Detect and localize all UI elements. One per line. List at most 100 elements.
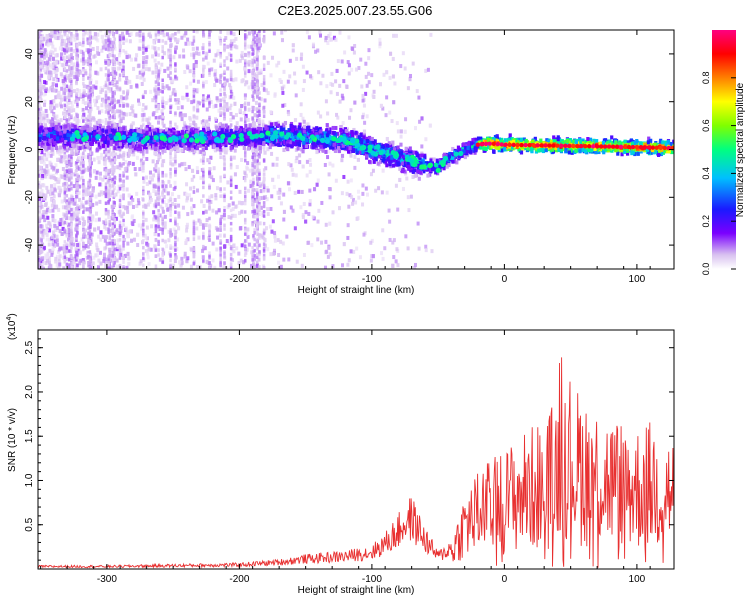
spectrogram-noise-cell [50, 64, 54, 69]
spectrogram-noise-cell [142, 233, 145, 238]
spectrogram-noise-cell [280, 86, 284, 91]
spectrogram-noise-cell [88, 43, 92, 48]
spectrogram-noise-cell [108, 32, 111, 36]
spectrogram-noise-cell [245, 231, 249, 236]
spectrogram-noise-cell [253, 220, 256, 224]
spectrogram-noise-cell [161, 117, 164, 122]
spectrogram-noise-cell [177, 214, 181, 219]
spectrogram-noise-cell [328, 187, 332, 192]
spectrogram-noise-cell [65, 59, 69, 64]
spectrogram-noise-cell [173, 180, 177, 185]
spectrogram-noise-cell [255, 78, 259, 83]
spectrogram-noise-cell [262, 75, 266, 79]
spectrogram-noise-cell [277, 253, 281, 258]
spectrogram-noise-cell [43, 152, 47, 157]
spectrogram-noise-cell [149, 34, 153, 39]
spectrogram-noise-cell [118, 109, 122, 114]
spectrogram-noise-cell [243, 190, 247, 195]
spectrogram-noise-cell [154, 266, 158, 269]
spectrogram-noise-cell [276, 190, 280, 195]
spectrogram-noise-cell [104, 170, 108, 175]
spectrogram-noise-cell [55, 78, 59, 83]
spectrogram-noise-cell [347, 71, 351, 76]
spectrogram-noise-cell [146, 255, 150, 260]
spectrogram-noise-cell [346, 235, 350, 240]
spectrogram-noise-cell [196, 188, 200, 193]
spectrogram-noise-cell [122, 212, 125, 217]
spectrogram-noise-cell [88, 108, 92, 113]
spectrogram-noise-cell [229, 95, 233, 99]
spectrogram-noise-cell [88, 230, 92, 234]
spectrogram-noise-cell [219, 239, 222, 243]
spectrogram-noise-cell [100, 109, 104, 114]
spectrogram-noise-cell [149, 247, 153, 252]
spectrogram-noise-cell [154, 238, 158, 243]
spectrogram-noise-cell [88, 100, 92, 104]
spectrogram-noise-cell [127, 201, 131, 206]
spectrogram-noise-cell [87, 192, 90, 197]
spectrogram-noise-cell [38, 101, 40, 106]
spectrogram-noise-cell [251, 210, 254, 214]
spectrogram-noise-cell [63, 51, 67, 55]
spectrogram-noise-cell [238, 226, 242, 231]
spectrogram-noise-cell [413, 126, 417, 131]
spectrogram-noise-cell [190, 100, 194, 105]
spectrogram-noise-cell [65, 249, 69, 254]
spectrogram-noise-cell [59, 159, 63, 164]
spectrogram-noise-cell [142, 103, 145, 107]
spectrogram-noise-cell [161, 260, 164, 264]
spectrogram-noise-cell [320, 200, 324, 205]
spectrogram-noise-cell [362, 103, 366, 108]
spectrogram-noise-cell [282, 192, 286, 197]
spectrogram-noise-cell [417, 95, 421, 100]
spectrogram-noise-cell [104, 174, 108, 178]
spectrogram-noise-cell [104, 211, 108, 215]
spectrogram-noise-cell [82, 89, 86, 94]
spectrogram-noise-cell [219, 194, 222, 198]
spectrogram-noise-cell [111, 53, 114, 58]
spectrogram-noise-cell [395, 247, 399, 252]
spectrogram-noise-cell [255, 204, 259, 208]
spectrogram-noise-cell [308, 202, 312, 207]
spectrogram-noise-cell [219, 53, 222, 57]
spectrogram-noise-cell [223, 205, 226, 210]
spectrogram-noise-cell [409, 194, 413, 199]
spectrogram-noise-cell [152, 40, 156, 45]
spectrogram-noise-cell [38, 245, 42, 250]
spectrogram-noise-cell [348, 193, 352, 198]
spectrogram-noise-cell [223, 112, 226, 116]
spectrogram-noise-cell [65, 213, 69, 217]
spectrogram-noise-cell [317, 208, 321, 213]
spectrogram-noise-cell [92, 98, 96, 103]
spectrogram-noise-cell [122, 59, 125, 64]
spectrogram-noise-cell [75, 79, 78, 84]
spectrogram-noise-cell [223, 164, 226, 168]
spectrogram-noise-cell [122, 171, 125, 175]
spectrogram-noise-cell [76, 253, 79, 257]
spectrogram-noise-cell [180, 256, 184, 261]
spectrogram-noise-cell [38, 201, 41, 206]
spectrogram-noise-cell [250, 44, 254, 49]
spectrogram-noise-cell [99, 30, 103, 33]
spectrogram-noise-cell [38, 49, 41, 54]
spectrogram-noise-cell [231, 207, 235, 212]
spectrogram-noise-cell [208, 104, 211, 109]
spectrogram-noise-cell [318, 30, 322, 35]
spectrogram-noise-cell [388, 110, 392, 115]
spectrogram-noise-cell [104, 189, 108, 194]
spectrogram-noise-cell [39, 224, 43, 229]
spectrogram-noise-cell [256, 217, 259, 221]
spectrogram-noise-cell [46, 66, 50, 71]
spectrogram-noise-cell [82, 164, 85, 168]
spectrogram-noise-cell [113, 158, 116, 162]
spectrogram-noise-cell [140, 69, 144, 74]
spectrogram-noise-cell [251, 168, 254, 173]
spectrogram-noise-cell [82, 228, 85, 233]
spectrogram-noise-cell [223, 63, 226, 67]
spectrogram-noise-cell [215, 78, 219, 83]
spectrogram-noise-cell [161, 159, 164, 164]
spectrogram-noise-cell [39, 202, 43, 207]
spectrogram-noise-cell [56, 249, 60, 254]
spectrogram-noise-cell [345, 84, 349, 89]
spectrogram-noise-cell [176, 98, 180, 103]
